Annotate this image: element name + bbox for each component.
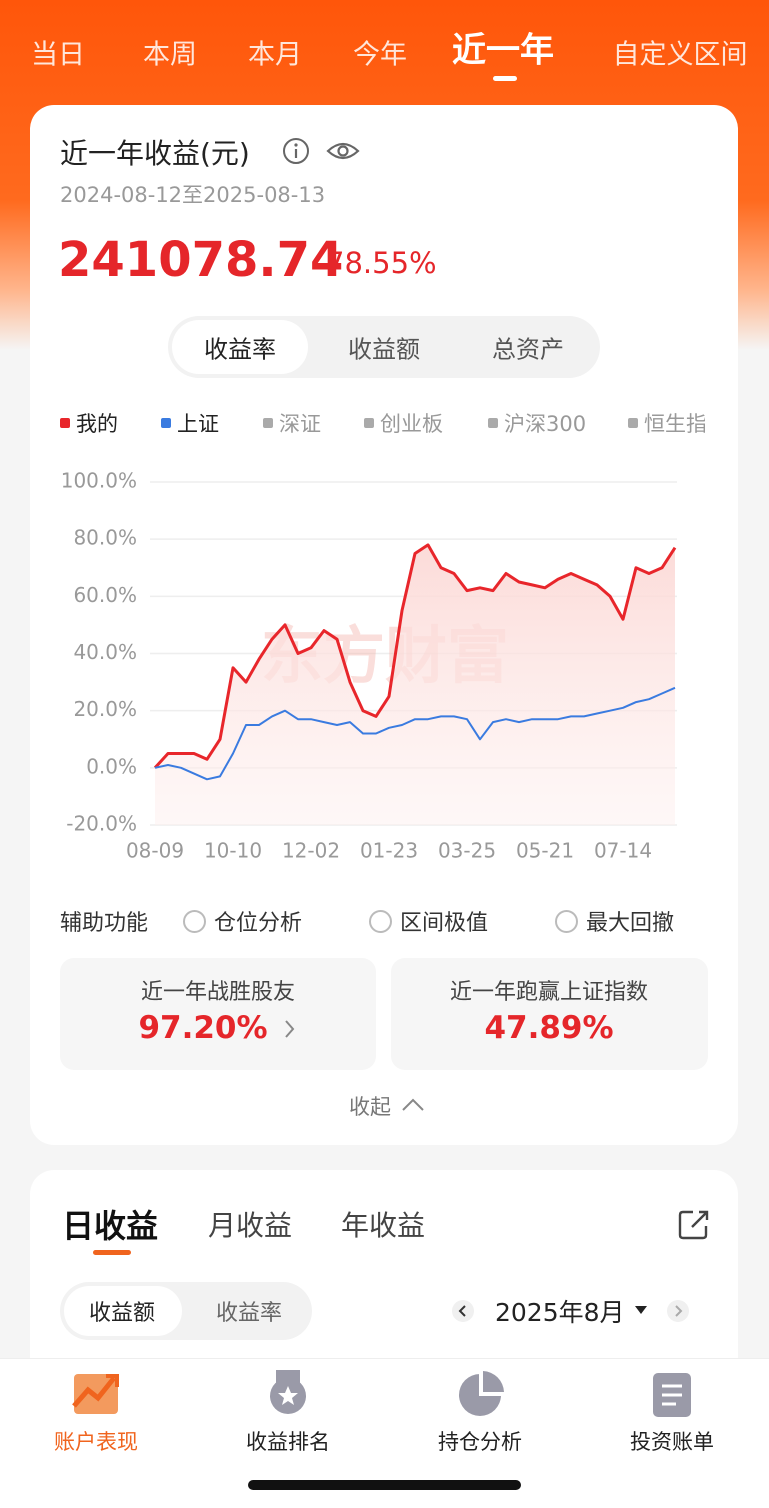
y-tick-label: 20.0% (73, 697, 137, 721)
x-tick-label: 10-10 (204, 839, 262, 863)
period-tab[interactable]: 今年 (353, 39, 407, 71)
legend-label[interactable]: 沪深300 (504, 412, 587, 436)
legend-swatch (488, 418, 498, 428)
nav-icon[interactable] (270, 1370, 306, 1414)
series-line (154, 686, 676, 781)
legend-label[interactable]: 创业板 (380, 412, 443, 436)
stat-label: 近一年跑赢上证指数 (449, 980, 649, 1005)
stat-label: 近一年战胜股友 (140, 980, 296, 1005)
stat-value: 97.20% (138, 1010, 268, 1046)
legend-label[interactable]: 上证 (177, 412, 219, 436)
x-tick-label: 08-09 (126, 839, 184, 863)
aux-label: 辅助功能 (60, 911, 149, 936)
chevron-right (285, 1020, 295, 1038)
y-tick-label: 80.0% (73, 526, 137, 550)
earnings-mode[interactable]: 收益率 (215, 1301, 283, 1326)
legend-swatch (364, 418, 374, 428)
x-tick-label: 05-21 (516, 839, 574, 863)
series-line (153, 543, 677, 769)
area (155, 544, 675, 825)
nav-icons (72, 1370, 691, 1417)
period-tab[interactable]: 近一年 (452, 30, 554, 71)
earnings-mode[interactable]: 收益额 (88, 1301, 156, 1326)
earnings-mode-active (64, 1286, 182, 1336)
stat-box (391, 958, 708, 1070)
segmented-active (172, 320, 308, 374)
home-indicator (248, 1480, 521, 1490)
legend: 我的 上证 深证 创业板 沪深300 恒生指 (0, 400, 705, 446)
y-tick-label: 100.0% (61, 469, 137, 493)
month-arrows[interactable] (451, 1298, 691, 1324)
nav-icon[interactable] (72, 1374, 119, 1414)
aux-option[interactable]: 仓位分析 (214, 911, 303, 936)
radio[interactable] (555, 910, 578, 933)
period-tab[interactable]: 自定义区间 (612, 39, 748, 71)
dropdown-caret (635, 1306, 647, 1314)
chart-mode[interactable]: 收益率 (204, 335, 276, 364)
legend-label[interactable]: 我的 (76, 412, 118, 436)
radio[interactable] (369, 910, 392, 933)
legend-swatch (161, 418, 171, 428)
legend-swatch (263, 418, 273, 428)
summary-title: 近一年收益(元) (60, 137, 250, 170)
y-tick-label: 40.0% (73, 640, 137, 664)
rate: 78.55% (326, 246, 437, 280)
nav-icon[interactable] (459, 1370, 505, 1416)
earnings-tab-indicator (93, 1250, 131, 1255)
chart-mode[interactable]: 收益额 (348, 335, 420, 364)
collapse[interactable]: 收起 (349, 1095, 391, 1119)
chart: -20.0% 0.0% 20.0% 40.0% 60.0% 80.0% 100.0% 08-0… (61, 469, 677, 863)
legend-swatch (60, 418, 70, 428)
x-tick-label: 03-25 (438, 839, 496, 863)
nav-icon[interactable] (653, 1373, 691, 1417)
info-icon (294, 143, 298, 147)
share-icon[interactable] (677, 1208, 711, 1242)
month[interactable]: 2025年8月 (495, 1298, 625, 1327)
chart-mode[interactable]: 总资产 (492, 335, 564, 364)
earnings-tab[interactable]: 月收益 (208, 1209, 293, 1242)
nav-label[interactable]: 投资账单 (630, 1430, 714, 1454)
earnings-tab[interactable]: 年收益 (341, 1209, 426, 1242)
eye-icon[interactable] (326, 142, 360, 160)
nav-label[interactable]: 收益排名 (246, 1430, 330, 1454)
period-tab[interactable]: 本周 (143, 39, 197, 71)
earnings-tab[interactable]: 日收益 (62, 1207, 159, 1245)
y-tick-label: -20.0% (66, 812, 137, 836)
tab-indicator (493, 76, 517, 81)
x-tick-label: 01-23 (360, 839, 418, 863)
period-tab[interactable]: 本月 (248, 39, 302, 71)
chevron-up (402, 1098, 424, 1111)
aux-option[interactable]: 最大回撤 (586, 911, 675, 936)
amount: 241078.74 (58, 232, 344, 288)
legend-label[interactable]: 深证 (279, 412, 321, 436)
legend-swatch (628, 418, 638, 428)
radio[interactable] (183, 910, 206, 933)
info-icon[interactable] (283, 138, 309, 164)
aux-option[interactable]: 区间极值 (400, 911, 489, 936)
stat-value: 47.89% (484, 1010, 614, 1046)
nav-label[interactable]: 持仓分析 (438, 1430, 522, 1454)
eye-icon (337, 145, 349, 157)
date-range: 2024-08-12至2025-08-13 (60, 183, 326, 207)
stat-box[interactable] (60, 958, 376, 1070)
y-tick-label: 0.0% (86, 754, 137, 778)
title-icons[interactable] (282, 137, 372, 167)
period-tab[interactable]: 当日 (31, 39, 85, 71)
x-tick-label: 07-14 (594, 839, 652, 863)
legend-label[interactable]: 恒生指 (644, 412, 705, 436)
nav-label[interactable]: 账户表现 (54, 1430, 138, 1454)
y-tick-label: 60.0% (73, 583, 137, 607)
x-tick-label: 12-02 (282, 839, 340, 863)
